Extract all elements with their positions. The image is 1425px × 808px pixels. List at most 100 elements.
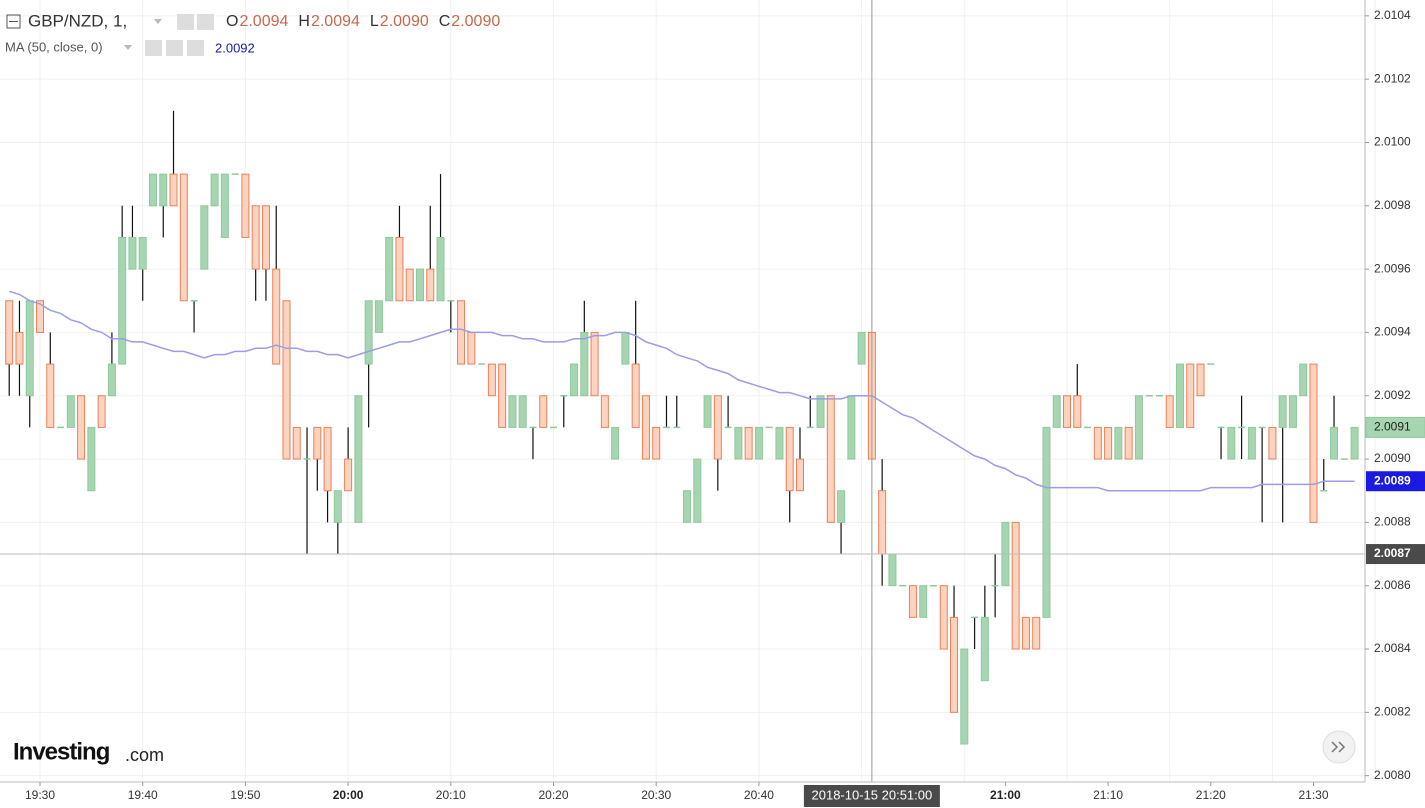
candle-body — [313, 426, 322, 460]
candle-body — [652, 426, 661, 460]
candle-body — [1093, 426, 1102, 460]
candle-body — [570, 363, 579, 397]
candle-body — [539, 395, 548, 428]
ohlc-key: C — [439, 13, 451, 30]
collapse-icon[interactable] — [6, 14, 21, 29]
candle-body — [600, 395, 609, 428]
candle-body — [857, 331, 866, 365]
candle-body — [457, 300, 466, 365]
candle-body — [785, 426, 794, 492]
candle-body — [1288, 395, 1297, 428]
candle-body — [641, 395, 650, 460]
candle-body — [847, 395, 856, 460]
candle-body — [1104, 426, 1113, 460]
x-tick-label: 20:40 — [744, 788, 774, 802]
candle-body — [436, 236, 445, 302]
eye-icon[interactable] — [177, 14, 194, 30]
candle-body — [1165, 395, 1174, 428]
x-tick-label: 21:10 — [1093, 788, 1123, 802]
symbol: GBP/NZD, 1, — [28, 11, 127, 30]
crosshair-time-box — [803, 785, 940, 807]
candle-body — [1247, 426, 1256, 460]
plot — [0, 0, 1365, 782]
candle-body — [1073, 395, 1082, 428]
candle-body — [210, 173, 219, 207]
ohlc-value: 2.0090 — [380, 13, 429, 30]
candle-body — [1186, 363, 1195, 428]
candle-body — [385, 236, 394, 302]
candle-body — [960, 648, 969, 745]
candle-body — [159, 173, 168, 207]
candle-body — [426, 268, 435, 302]
candle-body — [169, 173, 178, 207]
candle-body — [518, 395, 527, 428]
candle-body — [939, 585, 948, 650]
candle-body — [1330, 426, 1339, 460]
candle-body — [1114, 426, 1123, 460]
y-tick-label: 2.0082 — [1374, 705, 1411, 719]
candle-body — [1011, 521, 1020, 650]
candle-body — [138, 236, 147, 270]
candle-body — [888, 553, 897, 587]
candle-body — [282, 300, 291, 460]
y-tick-label: 2.0104 — [1374, 8, 1411, 22]
ohlc-value: 2.0090 — [451, 13, 500, 30]
candle-body — [77, 395, 86, 460]
candle-body — [1196, 363, 1205, 397]
candle-body — [837, 490, 846, 523]
y-tick-label: 2.0084 — [1374, 641, 1411, 655]
ohlc-legend: O 2.0094 H 2.0094 L 2.0090 C 2.0090 — [226, 13, 500, 30]
candle-body — [15, 331, 24, 365]
last-price-label: 2.0091 — [1374, 420, 1411, 434]
candle-body — [826, 395, 835, 523]
x-tick-label: 20:10 — [436, 788, 466, 802]
candle-body — [272, 268, 281, 365]
crosshair-time-label: 2018-10-15 20:51:00 — [812, 787, 933, 802]
candle-body — [1309, 363, 1318, 523]
logo-brand: Investing — [13, 738, 110, 765]
y-tick-label: 2.0080 — [1374, 768, 1411, 782]
candle-body — [344, 458, 353, 492]
candle-body — [354, 395, 363, 523]
x-tick-label: 20:20 — [538, 788, 568, 802]
candle-body — [241, 173, 250, 238]
scroll-right-button[interactable] — [1322, 730, 1356, 764]
ohlc-value: 2.0094 — [239, 13, 288, 30]
candle-body — [1032, 616, 1041, 650]
dropdown-arrow[interactable] — [154, 19, 162, 24]
ohlc-key: L — [370, 13, 379, 30]
candle-body — [611, 426, 620, 460]
y-tick-label: 2.0100 — [1374, 135, 1411, 149]
axis-labels: 2.0080 2.0082 2.0084 2.0086 2.0088 2.0090 2.00… — [25, 8, 1425, 807]
candle-body — [220, 173, 229, 238]
candle-body — [364, 300, 373, 365]
settings-icon[interactable] — [166, 40, 183, 56]
ma-price-box — [1366, 471, 1425, 492]
candle-body — [107, 363, 116, 397]
candle-body — [251, 205, 260, 270]
scroll-right-icon — [1331, 741, 1346, 753]
candle-body — [703, 395, 712, 428]
candle-body — [395, 236, 404, 302]
eye-icon[interactable] — [145, 40, 162, 56]
x-tick-label: 19:30 — [25, 788, 55, 802]
candle-body — [374, 300, 383, 333]
crosshair-price-box — [1366, 544, 1425, 565]
ohlc-value: 2.0094 — [311, 13, 360, 30]
candle-body — [148, 173, 157, 207]
x-tick-label: 20:30 — [641, 788, 671, 802]
ohlc-key: O — [226, 13, 238, 30]
candle-body — [950, 616, 959, 713]
candle-body — [580, 331, 589, 397]
candle-body — [1124, 426, 1133, 460]
candle-body — [5, 300, 14, 365]
y-tick-label: 2.0094 — [1374, 325, 1411, 339]
candle-body — [66, 395, 75, 428]
candle-body — [87, 426, 96, 492]
dropdown-arrow[interactable] — [124, 45, 132, 50]
settings-icon[interactable] — [197, 14, 214, 30]
candle-body — [1227, 426, 1236, 460]
close-icon[interactable] — [187, 40, 204, 56]
